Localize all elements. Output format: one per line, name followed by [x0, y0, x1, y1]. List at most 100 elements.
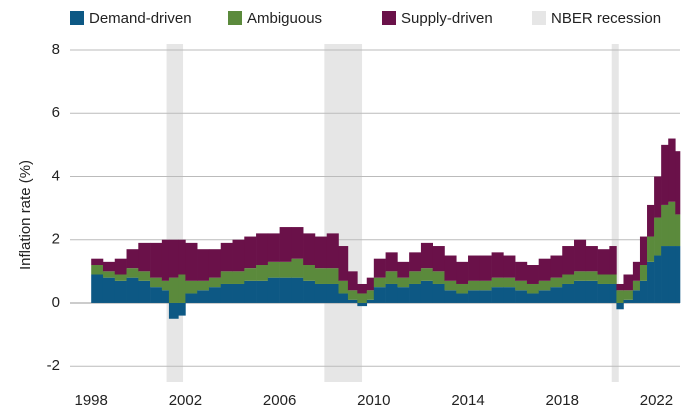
bar-segment: [208, 277, 222, 288]
bar-segment: [562, 283, 575, 303]
bar-segment: [279, 261, 292, 278]
bar-segment: [385, 271, 398, 284]
bar-segment: [623, 290, 634, 300]
bar-segment: [444, 280, 457, 291]
bar-segment: [432, 246, 445, 272]
bar-segment: [279, 227, 292, 262]
y-axis-label: Inflation rate (%): [17, 160, 34, 270]
bar-segment: [102, 271, 116, 278]
y-tick-label: 0: [52, 294, 60, 311]
bar-segment: [197, 290, 210, 303]
bar-segment: [515, 280, 528, 291]
bar-segment: [178, 239, 186, 275]
bar-segment: [623, 299, 634, 303]
x-tick-label: 2022: [640, 392, 673, 409]
bar-segment: [357, 302, 368, 307]
bar-segment: [479, 290, 492, 303]
bar-segment: [503, 255, 516, 278]
bar-segment: [208, 287, 222, 303]
bar-segment: [373, 258, 386, 278]
bar-segment: [616, 290, 624, 303]
bar-segment: [168, 239, 179, 278]
bar-segment: [150, 277, 163, 288]
bar-segment: [291, 258, 304, 278]
bar-segment: [456, 283, 469, 294]
bar-segment: [444, 255, 457, 281]
bar-segment: [168, 277, 179, 303]
bar-segment: [654, 217, 662, 256]
bar-segment: [661, 144, 669, 205]
bar-segment: [668, 246, 676, 303]
bar-segment: [138, 242, 151, 272]
bar-segment: [279, 277, 292, 303]
bar-segment: [432, 271, 445, 284]
bar-segment: [126, 249, 139, 269]
bar-segment: [397, 261, 410, 278]
bar-segment: [574, 280, 587, 303]
bar-segment: [468, 280, 481, 291]
bar-segment: [479, 255, 492, 281]
bar-segment: [338, 280, 349, 294]
legend-label: Demand-driven: [89, 10, 192, 27]
legend-swatch: [532, 11, 546, 25]
bar-segment: [326, 233, 339, 269]
bar-segment: [456, 261, 469, 284]
bar-segment: [185, 293, 198, 303]
y-tick-label: 8: [52, 41, 60, 58]
bar-segment: [585, 246, 598, 272]
legend-label: Supply-driven: [401, 10, 493, 27]
bar-segment: [197, 249, 210, 281]
bar-segment: [91, 265, 104, 275]
bar-segment: [585, 271, 598, 281]
bar-segment: [102, 277, 116, 303]
y-tick-label: 2: [52, 231, 60, 248]
bar-segment: [397, 277, 410, 288]
bar-segment: [347, 271, 358, 291]
bar-segment: [385, 252, 398, 272]
y-tick-label: 4: [52, 167, 60, 184]
recession-band: [611, 44, 619, 382]
bar-segment: [420, 242, 434, 269]
bar-segment: [114, 258, 127, 275]
bar-segment: [538, 290, 551, 303]
bar-segment: [373, 277, 386, 288]
bar-segment: [409, 283, 422, 303]
bar-segment: [647, 261, 655, 303]
bar-segment: [366, 290, 375, 300]
bar-segment: [338, 246, 349, 281]
x-tick-label: 1998: [75, 392, 108, 409]
bar-segment: [291, 277, 304, 303]
bar-segment: [150, 287, 163, 303]
bar-segment: [616, 302, 624, 310]
legend-swatch: [382, 11, 396, 25]
bar-segment: [609, 283, 617, 303]
bar-segment: [609, 274, 617, 284]
bar-segment: [639, 265, 648, 281]
y-tick-label: -2: [47, 357, 60, 374]
bar-segment: [491, 287, 504, 303]
bar-segment: [366, 277, 375, 291]
bar-segment: [314, 283, 328, 303]
x-tick-label: 2010: [357, 392, 390, 409]
bar-segment: [102, 261, 116, 272]
x-tick-label: 2014: [451, 392, 484, 409]
bar-segment: [220, 271, 233, 284]
bar-segment: [654, 176, 662, 218]
bar-segment: [647, 236, 655, 262]
bar-segment: [409, 252, 422, 272]
bar-segment: [550, 277, 563, 288]
bar-segment: [675, 246, 681, 303]
bar-segment: [126, 277, 139, 303]
bar-segment: [326, 268, 339, 284]
bar-segment: [197, 280, 210, 291]
x-tick-label: 2002: [169, 392, 202, 409]
bar-segment: [661, 204, 669, 247]
bar-segment: [244, 280, 257, 303]
bar-segment: [420, 280, 434, 303]
bar-segment: [639, 236, 648, 266]
legend-swatch: [70, 11, 84, 25]
bar-segment: [347, 299, 358, 303]
bar-segment: [208, 249, 222, 278]
bar-segment: [409, 271, 422, 284]
legend-label: NBER recession: [551, 10, 661, 27]
